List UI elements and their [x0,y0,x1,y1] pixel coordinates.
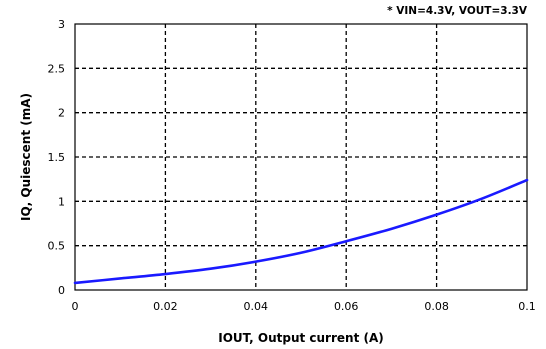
x-axis-label: IOUT, Output current (A) [218,331,384,345]
y-tick-label: 0.5 [48,240,66,253]
chart-annotation: * VIN=4.3V, VOUT=3.3V [387,5,528,17]
x-tick-label: 0.02 [153,300,178,313]
x-tick-label: 0.08 [424,300,449,313]
y-tick-label: 2.5 [48,62,66,75]
y-axis-label: IQ, Quiescent (mA) [19,93,33,221]
y-tick-label: 1 [58,195,65,208]
series-group [73,178,529,285]
x-tick-label: 0.06 [334,300,359,313]
y-tick-label: 1.5 [48,151,66,164]
y-tick-label: 2 [58,107,65,120]
series-line [73,178,529,285]
y-tick-label: 3 [58,18,65,31]
y-tick-label: 0 [58,284,65,297]
x-tick-label: 0 [72,300,79,313]
x-axis-ticks: 0 0.02 0.04 0.06 0.08 0.1 [72,300,536,313]
x-tick-label: 0.1 [518,300,536,313]
x-tick-label: 0.04 [244,300,269,313]
y-axis-ticks: 0 0.5 1 1.5 2 2.5 3 [48,18,66,297]
grid [75,24,527,290]
plot-frame [74,23,528,291]
